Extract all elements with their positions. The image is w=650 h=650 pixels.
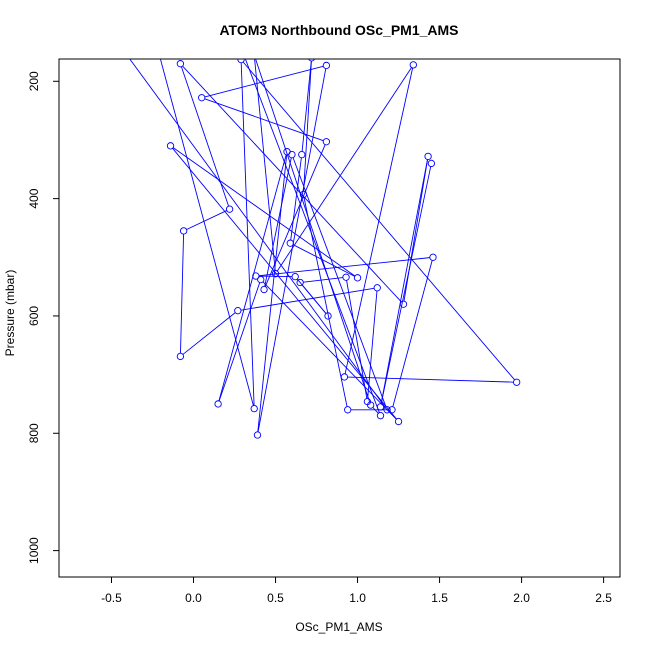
data-point bbox=[253, 431, 262, 439]
series-segment bbox=[180, 234, 185, 354]
data-point bbox=[388, 406, 396, 414]
data-point bbox=[376, 412, 385, 420]
chart-title: ATOM3 Northbound OSc_PM1_AMS bbox=[219, 22, 458, 38]
data-point bbox=[176, 60, 185, 68]
y-tick-label: 400 bbox=[27, 188, 41, 208]
data-point bbox=[180, 227, 188, 235]
data-point bbox=[308, 59, 316, 62]
series-segment bbox=[301, 60, 312, 152]
data-point bbox=[376, 403, 385, 411]
series-segment bbox=[180, 66, 229, 207]
data-point bbox=[296, 278, 304, 287]
series-segment bbox=[346, 280, 368, 399]
data-point bbox=[427, 159, 436, 168]
series-segment bbox=[186, 210, 227, 230]
data-point bbox=[176, 352, 185, 361]
data-point bbox=[299, 190, 308, 199]
series-segment bbox=[303, 277, 343, 283]
x-tick-label: 2.5 bbox=[595, 591, 612, 605]
x-tick-label: -0.5 bbox=[101, 591, 122, 605]
data-point bbox=[424, 152, 432, 161]
y-tick-label: 800 bbox=[27, 423, 41, 443]
data-point bbox=[353, 274, 362, 282]
y-tick-label: 200 bbox=[27, 71, 41, 91]
data-point bbox=[286, 239, 294, 247]
data-point bbox=[344, 406, 352, 414]
series-segment bbox=[344, 67, 414, 374]
data-point bbox=[342, 273, 350, 281]
series-segment bbox=[303, 197, 348, 407]
series-segment bbox=[303, 60, 312, 192]
x-tick-label: 0.5 bbox=[267, 591, 284, 605]
data-point bbox=[198, 94, 206, 102]
data-point bbox=[363, 397, 372, 406]
x-axis: -0.5 0.0 0.5 1.0 1.5 2.0 2.5 bbox=[101, 576, 612, 605]
series-segment bbox=[380, 166, 432, 404]
data-point bbox=[214, 400, 222, 408]
data-point bbox=[340, 373, 349, 381]
data-point bbox=[322, 61, 331, 70]
data-point bbox=[399, 300, 408, 308]
data-point bbox=[252, 272, 260, 280]
plot-data bbox=[129, 59, 521, 439]
y-axis-label: Pressure (mbar) bbox=[3, 270, 17, 357]
series-segment bbox=[301, 284, 327, 314]
series-segment bbox=[367, 290, 378, 399]
series-segment bbox=[240, 62, 255, 406]
series-segment bbox=[218, 282, 261, 402]
series-segment bbox=[292, 244, 355, 277]
series-segment bbox=[262, 281, 397, 420]
series-segment bbox=[258, 257, 430, 277]
data-point bbox=[429, 253, 437, 261]
data-point bbox=[513, 378, 521, 386]
data-point bbox=[260, 285, 268, 294]
series-segment bbox=[254, 59, 276, 271]
data-point bbox=[373, 284, 381, 292]
series-segment bbox=[218, 154, 287, 401]
x-tick-label: 1.0 bbox=[349, 591, 366, 605]
data-point bbox=[237, 59, 245, 64]
y-tick-label: 600 bbox=[27, 306, 41, 326]
y-tick-label: 1000 bbox=[27, 537, 41, 564]
data-point bbox=[394, 417, 403, 426]
data-point bbox=[271, 270, 280, 278]
series-segment bbox=[182, 312, 236, 355]
series-segment bbox=[182, 65, 402, 303]
series-segment bbox=[392, 260, 433, 407]
series-segment bbox=[172, 148, 397, 420]
data-point bbox=[250, 404, 258, 413]
series-segment bbox=[172, 147, 356, 277]
series-segment bbox=[204, 65, 324, 98]
data-point bbox=[322, 138, 331, 146]
series-segment bbox=[255, 59, 371, 403]
series-segment bbox=[257, 154, 288, 432]
series-segment bbox=[372, 407, 379, 414]
series-segment bbox=[380, 159, 428, 404]
data-point bbox=[291, 272, 299, 281]
data-point bbox=[166, 142, 175, 150]
x-tick-label: 2.0 bbox=[513, 591, 530, 605]
series-segment bbox=[129, 59, 386, 408]
data-point bbox=[283, 148, 291, 156]
data-point bbox=[409, 61, 417, 69]
x-tick-label: 0.0 bbox=[185, 591, 202, 605]
data-point bbox=[234, 307, 242, 315]
x-tick-label: 1.5 bbox=[431, 591, 448, 605]
data-point bbox=[298, 150, 306, 159]
series-group bbox=[129, 59, 521, 439]
series-segment bbox=[240, 287, 375, 311]
data-point bbox=[225, 205, 234, 213]
y-axis: 200 400 600 800 1000 bbox=[27, 71, 60, 564]
series-segment bbox=[257, 68, 327, 432]
data-point bbox=[383, 406, 391, 414]
data-point bbox=[324, 312, 332, 320]
x-axis-label: OSc_PM1_AMS bbox=[295, 620, 382, 634]
data-point bbox=[257, 275, 265, 284]
series-segment bbox=[290, 157, 302, 241]
